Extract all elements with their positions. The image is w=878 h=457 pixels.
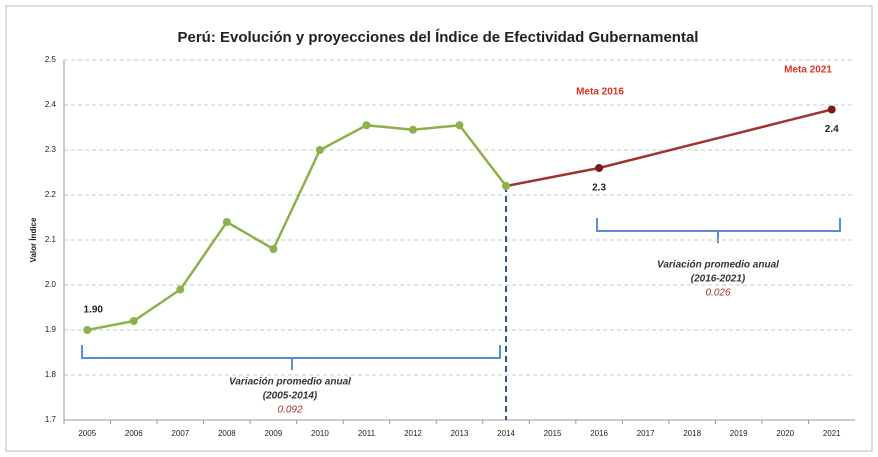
x-tick-label: 2020 — [776, 429, 794, 438]
x-tick-label: 2011 — [358, 429, 376, 438]
annotation: Variación promedio anual — [229, 377, 351, 388]
x-tick-label: 2010 — [311, 429, 329, 438]
data-label: 1.90 — [84, 305, 104, 316]
x-tick-label: 2008 — [218, 429, 236, 438]
x-tick-label: 2019 — [730, 429, 748, 438]
y-tick-label: 2.2 — [45, 190, 57, 199]
data-point — [408, 125, 417, 134]
chart-title: Perú: Evolución y proyecciones del Índic… — [178, 29, 699, 46]
annotation: Meta 2021 — [784, 65, 832, 76]
data-point — [315, 146, 324, 154]
x-tick-label: 2005 — [78, 429, 96, 438]
y-tick-label: 1.7 — [45, 415, 57, 424]
annotation: Meta 2016 — [576, 87, 624, 98]
bracket — [596, 218, 841, 243]
data-label: 2.4 — [825, 124, 839, 135]
x-tick-label: 2012 — [404, 429, 422, 438]
x-tick-label: 2006 — [125, 429, 143, 438]
x-tick-label: 2018 — [683, 429, 701, 438]
annotation: (2016-2021) — [691, 274, 746, 285]
data-point — [83, 326, 92, 334]
bracket — [81, 345, 501, 370]
x-tick-label: 2014 — [497, 429, 515, 438]
y-tick-label: 1.9 — [45, 325, 57, 334]
data-point — [455, 121, 464, 130]
data-point — [502, 182, 511, 190]
data-point — [129, 317, 138, 325]
y-tick-label: 2.5 — [45, 55, 57, 64]
data-point — [176, 285, 185, 294]
x-tick-label: 2013 — [451, 429, 469, 438]
annotation: (2005-2014) — [263, 391, 318, 402]
data-point — [222, 218, 231, 226]
annotation: 0.092 — [277, 405, 302, 416]
y-tick-label: 2.4 — [45, 100, 57, 109]
frame — [5, 5, 873, 452]
series-line — [505, 108, 833, 188]
data-point — [595, 164, 604, 172]
annotation: Variación promedio anual — [657, 260, 779, 271]
annotation: 0.026 — [705, 288, 730, 299]
x-tick-label: 2015 — [544, 429, 562, 438]
series-line — [87, 123, 508, 332]
y-tick-label: 2.3 — [45, 145, 57, 154]
data-point — [362, 121, 371, 130]
y-tick-label: 2.1 — [45, 235, 57, 244]
x-tick-label: 2009 — [264, 429, 282, 438]
y-axis-label: Valor Índice — [29, 217, 38, 262]
x-tick-label: 2017 — [637, 429, 655, 438]
x-tick-label: 2021 — [823, 429, 841, 438]
x-tick-label: 2007 — [171, 429, 189, 438]
data-label: 2.3 — [592, 183, 606, 194]
data-point — [269, 245, 278, 253]
y-tick-label: 1.8 — [45, 370, 57, 379]
y-tick-label: 2.0 — [45, 280, 57, 289]
x-tick-label: 2016 — [590, 429, 608, 438]
data-point — [827, 105, 836, 114]
